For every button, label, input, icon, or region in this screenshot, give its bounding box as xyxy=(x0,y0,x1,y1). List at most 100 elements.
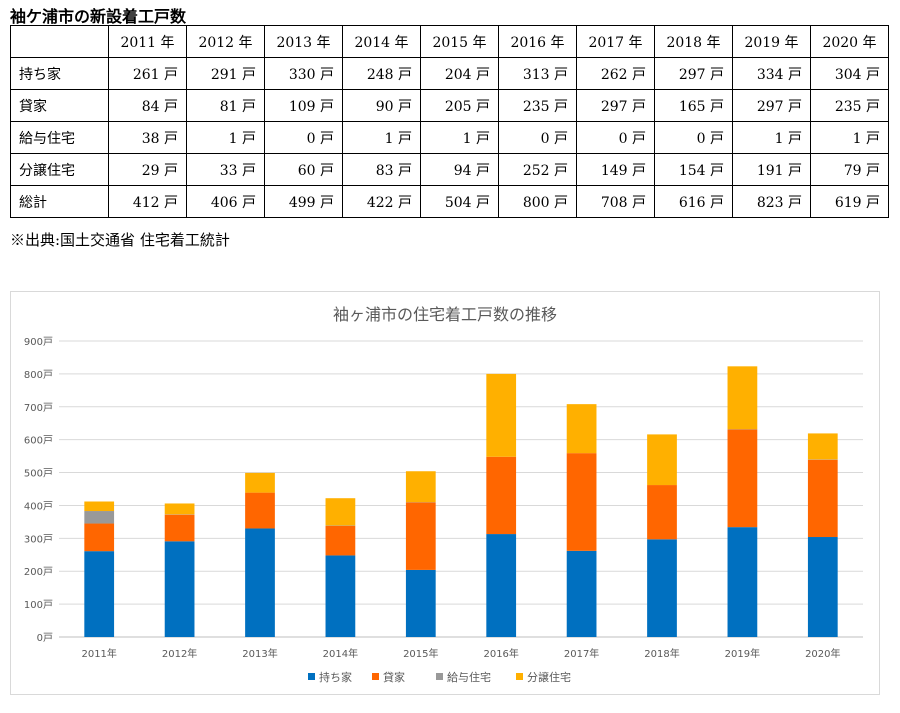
table-cell: 313 戸 xyxy=(498,57,577,90)
row-label: 分譲住宅 xyxy=(10,153,109,186)
table-cell: 252 戸 xyxy=(498,153,577,186)
bar-segment xyxy=(325,555,356,637)
table-cell: 619 戸 xyxy=(810,185,889,218)
row-label: 給与住宅 xyxy=(10,121,109,154)
table-cell: 297 戸 xyxy=(576,89,655,122)
table-cell: 334 戸 xyxy=(732,57,811,90)
table-cell: 235 戸 xyxy=(810,89,889,122)
x-tick-label: 2020年 xyxy=(805,647,840,660)
x-tick-label: 2011年 xyxy=(81,647,116,660)
table-cell: 235 戸 xyxy=(498,89,577,122)
year-header: 2019 年 xyxy=(732,25,811,58)
bar-segment xyxy=(566,404,597,454)
bar-segment xyxy=(566,453,597,551)
table-cell: 0 戸 xyxy=(654,121,733,154)
bar-segment xyxy=(647,539,677,637)
table-cell: 0 戸 xyxy=(498,121,577,154)
year-header: 2015 年 xyxy=(420,25,499,58)
table-cell: 38 戸 xyxy=(108,121,187,154)
table-cell: 191 戸 xyxy=(732,153,811,186)
year-header: 2016 年 xyxy=(498,25,577,58)
table-cell: 422 戸 xyxy=(342,185,421,218)
x-tick-label: 2015年 xyxy=(403,647,438,660)
table-cell: 204 戸 xyxy=(420,57,499,90)
source-note: ※出典:国土交通省 住宅着工統計 xyxy=(10,231,230,249)
bars xyxy=(84,366,838,637)
x-axis-labels: 2011年 2012年 2013年 2014年 2015年 2016年 2017年 2018年… xyxy=(81,647,840,660)
y-tick-label: 500戸 xyxy=(24,468,53,480)
y-tick-label: 400戸 xyxy=(24,500,53,512)
bar-segment xyxy=(727,527,758,637)
bar-segment xyxy=(486,534,517,637)
table-cell: 81 戸 xyxy=(186,89,265,122)
legend-label: 給与住宅 xyxy=(447,670,491,684)
table-cell: 499 戸 xyxy=(264,185,343,218)
table-cell: 823 戸 xyxy=(732,185,811,218)
bar-segment xyxy=(807,459,838,538)
y-tick-label: 100戸 xyxy=(24,599,53,611)
year-header: 2017 年 xyxy=(576,25,655,58)
table-cell: 79 戸 xyxy=(810,153,889,186)
table-cell: 297 戸 xyxy=(654,57,733,90)
y-tick-label: 0戸 xyxy=(37,632,53,644)
legend-swatch xyxy=(436,673,443,680)
table-cell: 1 戸 xyxy=(420,121,499,154)
table-cell: 406 戸 xyxy=(186,185,265,218)
bar-segment xyxy=(647,434,677,486)
row-label: 総計 xyxy=(10,185,109,218)
table-cell: 297 戸 xyxy=(732,89,811,122)
table-cell: 33 戸 xyxy=(186,153,265,186)
table-cell: 84 戸 xyxy=(108,89,187,122)
table-cell: 261 戸 xyxy=(108,57,187,90)
legend: 持ち家 貸家 給与住宅 分譲住宅 xyxy=(308,670,571,684)
bar-segment xyxy=(486,373,517,457)
y-tick-label: 800戸 xyxy=(24,369,53,381)
table-cell: 83 戸 xyxy=(342,153,421,186)
table-cell: 0 戸 xyxy=(576,121,655,154)
table-cell: 800 戸 xyxy=(498,185,577,218)
table-cell: 154 戸 xyxy=(654,153,733,186)
table-cell: 205 戸 xyxy=(420,89,499,122)
bar-segment xyxy=(84,501,115,512)
table-cell: 504 戸 xyxy=(420,185,499,218)
x-tick-label: 2013年 xyxy=(242,647,277,660)
table-row: 総計 412 戸 406 戸 499 戸 422 戸 504 戸 800 戸 708 戸 616… xyxy=(10,185,889,218)
legend-item: 持ち家 xyxy=(308,670,352,684)
y-tick-label: 700戸 xyxy=(24,402,53,414)
table-header-row: 2011 年 2012 年 2013 年 2014 年 2015 年 2016 年 2017… xyxy=(10,25,889,58)
bar-segment xyxy=(566,550,597,637)
bar-segment xyxy=(164,503,195,515)
bar-segment xyxy=(245,528,275,637)
bar-segment xyxy=(807,433,838,460)
legend-item: 分譲住宅 xyxy=(516,670,571,684)
x-tick-label: 2019年 xyxy=(725,647,760,660)
table-cell: 29 戸 xyxy=(108,153,187,186)
table-cell: 60 戸 xyxy=(264,153,343,186)
legend-swatch xyxy=(308,673,315,680)
table-cell: 0 戸 xyxy=(264,121,343,154)
bar-segment xyxy=(647,485,677,540)
year-header: 2014 年 xyxy=(342,25,421,58)
x-tick-label: 2016年 xyxy=(483,647,518,660)
table-cell: 94 戸 xyxy=(420,153,499,186)
bar-segment xyxy=(807,537,838,637)
year-header: 2018 年 xyxy=(654,25,733,58)
table-corner-cell xyxy=(10,25,109,58)
table-cell: 90 戸 xyxy=(342,89,421,122)
bar-segment xyxy=(727,366,758,430)
legend-swatch xyxy=(372,673,379,680)
y-tick-label: 200戸 xyxy=(24,566,53,578)
table-cell: 1 戸 xyxy=(732,121,811,154)
table-cell: 149 戸 xyxy=(576,153,655,186)
table-cell: 330 戸 xyxy=(264,57,343,90)
x-tick-label: 2012年 xyxy=(162,647,197,660)
year-header: 2020 年 xyxy=(810,25,889,58)
table-cell: 708 戸 xyxy=(576,185,655,218)
table-cell: 248 戸 xyxy=(342,57,421,90)
y-tick-label: 300戸 xyxy=(24,533,53,545)
bar-segment xyxy=(84,551,115,637)
x-tick-label: 2017年 xyxy=(564,647,599,660)
bar-segment xyxy=(405,502,436,570)
